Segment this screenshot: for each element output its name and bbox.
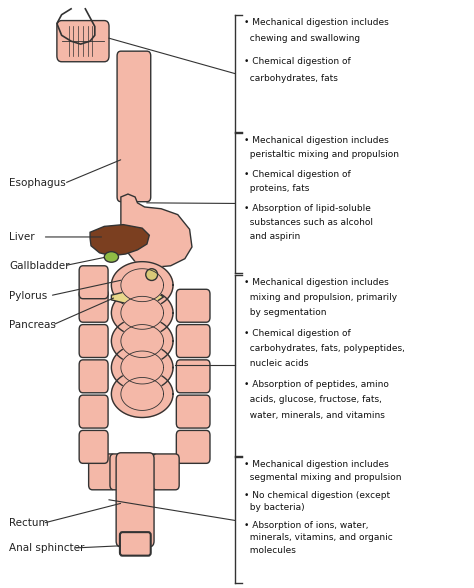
FancyBboxPatch shape	[116, 453, 154, 547]
Polygon shape	[121, 377, 164, 410]
FancyBboxPatch shape	[79, 325, 108, 358]
FancyBboxPatch shape	[176, 289, 210, 322]
Text: segmental mixing and propulsion: segmental mixing and propulsion	[244, 473, 401, 482]
Text: Esophagus: Esophagus	[9, 178, 66, 189]
Polygon shape	[111, 318, 173, 365]
FancyBboxPatch shape	[176, 430, 210, 463]
Polygon shape	[111, 289, 173, 336]
Text: • Absorption of ions, water,: • Absorption of ions, water,	[244, 521, 369, 530]
Text: nucleic acids: nucleic acids	[244, 359, 309, 368]
Text: by segmentation: by segmentation	[244, 308, 327, 317]
Text: carbohydrates, fats, polypeptides,: carbohydrates, fats, polypeptides,	[244, 345, 405, 353]
Polygon shape	[111, 344, 173, 391]
FancyBboxPatch shape	[176, 360, 210, 393]
Text: substances such as alcohol: substances such as alcohol	[244, 218, 373, 226]
FancyBboxPatch shape	[110, 454, 137, 490]
FancyBboxPatch shape	[89, 454, 115, 490]
Text: Liver: Liver	[9, 232, 35, 242]
Ellipse shape	[146, 269, 157, 280]
Polygon shape	[121, 194, 192, 268]
Text: peristaltic mixing and propulsion: peristaltic mixing and propulsion	[244, 151, 399, 159]
FancyBboxPatch shape	[79, 266, 108, 299]
Text: proteins, fats: proteins, fats	[244, 184, 310, 193]
FancyBboxPatch shape	[176, 395, 210, 428]
Text: water, minerals, and vitamins: water, minerals, and vitamins	[244, 410, 385, 419]
Text: carbohydrates, fats: carbohydrates, fats	[244, 74, 338, 83]
FancyBboxPatch shape	[120, 532, 151, 556]
FancyBboxPatch shape	[79, 395, 108, 428]
Text: acids, glucose, fructose, fats,: acids, glucose, fructose, fats,	[244, 396, 382, 405]
Text: Pancreas: Pancreas	[9, 320, 56, 330]
Text: by bacteria): by bacteria)	[244, 503, 305, 512]
Text: • Absorption of peptides, amino: • Absorption of peptides, amino	[244, 380, 389, 389]
Polygon shape	[111, 370, 173, 417]
FancyBboxPatch shape	[79, 360, 108, 393]
Polygon shape	[111, 262, 173, 309]
Polygon shape	[121, 351, 164, 384]
Text: and aspirin: and aspirin	[244, 232, 301, 240]
FancyBboxPatch shape	[153, 454, 179, 490]
Text: molecules: molecules	[244, 546, 296, 555]
Polygon shape	[121, 325, 164, 358]
Polygon shape	[121, 269, 164, 302]
Text: • Chemical digestion of: • Chemical digestion of	[244, 170, 351, 179]
FancyBboxPatch shape	[176, 325, 210, 358]
Text: • Chemical digestion of: • Chemical digestion of	[244, 329, 351, 338]
FancyBboxPatch shape	[131, 454, 158, 490]
FancyBboxPatch shape	[57, 21, 109, 62]
FancyBboxPatch shape	[117, 51, 151, 202]
FancyBboxPatch shape	[79, 430, 108, 463]
Text: • Mechanical digestion includes: • Mechanical digestion includes	[244, 136, 389, 145]
Text: • Absorption of lipid-soluble: • Absorption of lipid-soluble	[244, 203, 371, 213]
Text: minerals, vitamins, and organic: minerals, vitamins, and organic	[244, 533, 393, 542]
Text: mixing and propulsion, primarily: mixing and propulsion, primarily	[244, 293, 397, 302]
Polygon shape	[111, 290, 164, 304]
Text: Pylorus: Pylorus	[9, 290, 48, 301]
Polygon shape	[121, 296, 164, 329]
Text: • Mechanical digestion includes: • Mechanical digestion includes	[244, 460, 389, 469]
Text: • No chemical digestion (except: • No chemical digestion (except	[244, 490, 390, 500]
Text: • Mechanical digestion includes: • Mechanical digestion includes	[244, 278, 389, 287]
Polygon shape	[90, 225, 149, 256]
Text: chewing and swallowing: chewing and swallowing	[244, 34, 360, 43]
Text: • Chemical digestion of: • Chemical digestion of	[244, 57, 351, 66]
FancyBboxPatch shape	[79, 289, 108, 322]
Text: • Mechanical digestion includes: • Mechanical digestion includes	[244, 18, 389, 26]
Text: Gallbladder: Gallbladder	[9, 260, 70, 271]
Text: Anal sphincter: Anal sphincter	[9, 543, 85, 553]
Text: Rectum: Rectum	[9, 518, 49, 529]
Ellipse shape	[104, 252, 118, 262]
